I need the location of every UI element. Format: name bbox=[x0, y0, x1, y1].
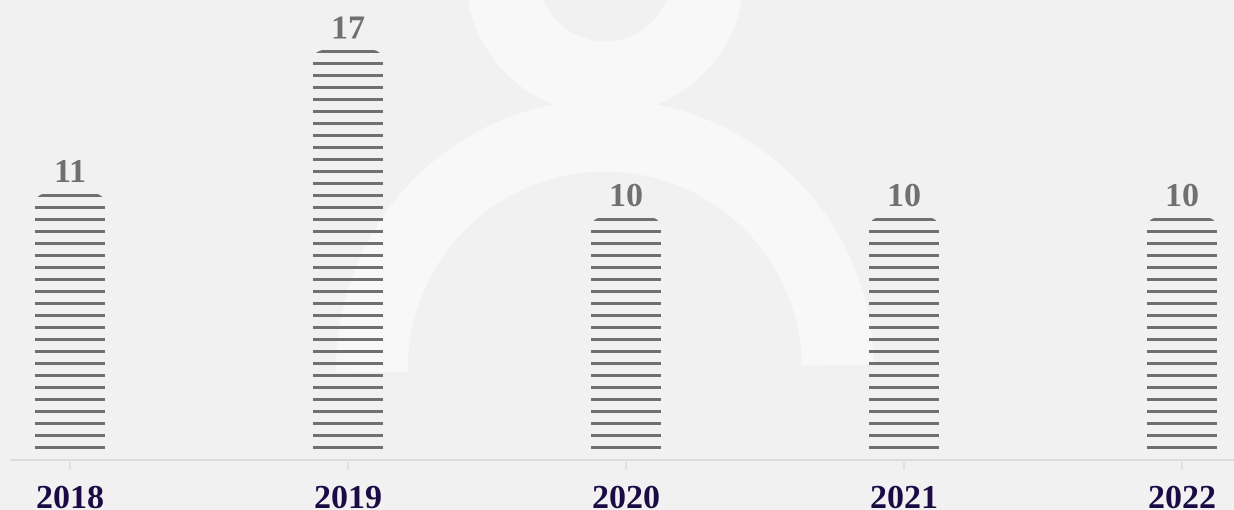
x-tick-label: 2018 bbox=[36, 479, 104, 510]
bar bbox=[313, 48, 383, 455]
value-label: 11 bbox=[54, 153, 86, 190]
x-tick-label: 2019 bbox=[314, 479, 382, 510]
x-tick-label: 2022 bbox=[1148, 479, 1216, 510]
plot: 2018 11 2019 17 2020 10 2021 10 2022 10 bbox=[35, 10, 1217, 510]
watermark bbox=[335, 0, 874, 373]
x-tick-label: 2020 bbox=[592, 479, 660, 510]
bar bbox=[35, 192, 105, 455]
bar bbox=[591, 216, 661, 455]
value-label: 10 bbox=[609, 177, 643, 214]
value-label: 17 bbox=[331, 10, 365, 47]
bar bbox=[1147, 216, 1217, 455]
bar bbox=[869, 216, 939, 455]
value-label: 10 bbox=[887, 177, 921, 214]
x-tick-label: 2021 bbox=[870, 479, 938, 510]
value-label: 10 bbox=[1165, 177, 1199, 214]
